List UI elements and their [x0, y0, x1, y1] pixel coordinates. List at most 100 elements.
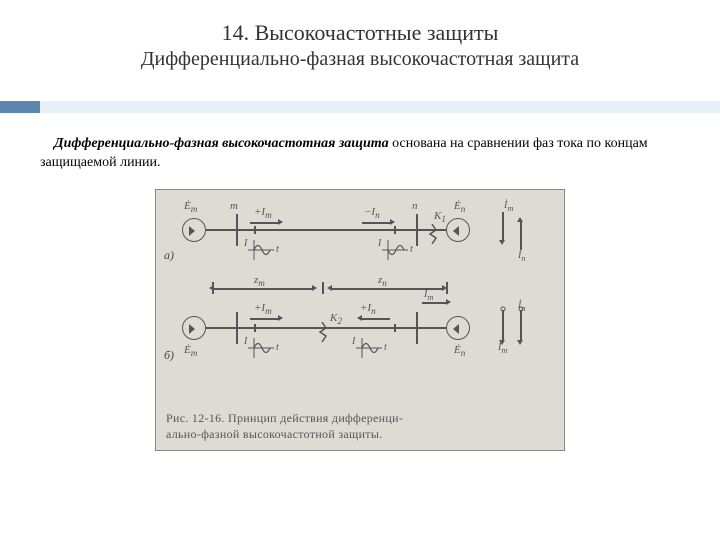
- label-k2: K2: [330, 312, 342, 326]
- lbl: Ė: [454, 200, 461, 212]
- label-minus-in-a: −In: [364, 206, 380, 220]
- lbl: n: [371, 306, 376, 316]
- lbl: −I: [364, 206, 375, 218]
- lbl-t: t: [276, 244, 279, 255]
- dim-zm: [214, 288, 312, 290]
- lbl: +I: [360, 302, 371, 314]
- label-plus-in-b: +In: [360, 302, 376, 316]
- lbl: n: [461, 204, 466, 214]
- label-k1: K1: [434, 210, 446, 224]
- wave-n-b: [356, 338, 382, 358]
- dim-tick: [446, 282, 448, 294]
- lbl-I: I: [244, 238, 247, 249]
- lbl: Ė: [184, 200, 191, 212]
- label-zm: zm: [254, 274, 265, 288]
- arrowhead: [278, 315, 283, 321]
- lbl: n: [521, 254, 525, 263]
- arrow-im-right: [422, 302, 446, 304]
- label-im-right: İm: [424, 289, 433, 302]
- lbl: m: [265, 306, 272, 316]
- lbl: m: [191, 204, 198, 214]
- label-plus-im-a: +Im: [254, 206, 272, 220]
- arrowhead: [278, 219, 283, 225]
- lbl-t: t: [276, 342, 279, 353]
- lbl: n: [375, 210, 380, 220]
- title-main: 14. Высокочастотные защиты: [40, 20, 680, 46]
- lbl-im-side: İm: [504, 200, 513, 213]
- figure-caption: Рис. 12-16. Принцип действия дифференци-…: [162, 406, 558, 444]
- ct-tick: [254, 324, 256, 332]
- arrowhead: [517, 340, 523, 345]
- lbl: n: [461, 348, 466, 358]
- ct-tick: [254, 226, 256, 234]
- lbl: m: [265, 210, 272, 220]
- vec: [502, 310, 504, 340]
- arrowhead: [327, 285, 332, 291]
- lbl: Ė: [454, 344, 461, 356]
- lbl-in-side: İn: [518, 250, 526, 263]
- source-m-a: [182, 218, 206, 242]
- lbl-I: I: [352, 336, 355, 347]
- lbl-im-side-b: İm: [498, 342, 507, 355]
- arrowhead: [312, 285, 317, 291]
- figure-wrap: a) Ėm m +Im −In n K1: [40, 189, 680, 451]
- wire: [416, 327, 446, 329]
- body-paragraph: Дифференциально-фазная высокочастотная з…: [40, 135, 680, 173]
- label-plus-im-b: +Im: [254, 302, 272, 316]
- arrow-in-b: [362, 318, 390, 320]
- dim-tick: [322, 282, 324, 294]
- lbl: +I: [254, 302, 265, 314]
- wave-n-a: [382, 240, 408, 260]
- lbl-t: t: [384, 342, 387, 353]
- arrowhead: [517, 217, 523, 222]
- lbl: +I: [254, 206, 265, 218]
- label-m-a: m: [230, 200, 238, 212]
- label-en-a: Ėn: [454, 200, 465, 214]
- source-n-a: [446, 218, 470, 242]
- dim-tick: [212, 282, 214, 294]
- divider-band: [0, 101, 720, 113]
- vec: [502, 212, 504, 240]
- para-lead: Дифференциально-фазная высокочастотная з…: [54, 136, 389, 151]
- wave-m-b: [248, 338, 274, 358]
- lbl-I: I: [378, 238, 381, 249]
- wire: [206, 229, 236, 231]
- row-b-label: б): [164, 348, 174, 363]
- lbl: n: [382, 278, 387, 288]
- row-a-label: a): [164, 248, 174, 263]
- cap-l1: Рис. 12-16. Принцип действия дифференци-: [166, 411, 403, 425]
- arrow-im-a: [250, 222, 278, 224]
- source-m-b: [182, 316, 206, 340]
- divider-accent: [0, 101, 40, 113]
- lbl-I: I: [244, 336, 247, 347]
- arrowhead: [390, 219, 395, 225]
- lbl: 1: [441, 214, 446, 224]
- lbl: m: [507, 204, 513, 213]
- wire: [206, 327, 236, 329]
- arrow-im-b: [250, 318, 278, 320]
- vec: [520, 222, 522, 250]
- arrowhead: [446, 299, 451, 305]
- figure-canvas: a) Ėm m +Im −In n K1: [162, 196, 558, 406]
- arrowhead: [357, 315, 362, 321]
- arrowhead: [499, 240, 505, 245]
- vec: [520, 310, 522, 340]
- lbl: m: [258, 278, 265, 288]
- arrow-in-a: [362, 222, 390, 224]
- lbl-t: t: [410, 244, 413, 255]
- label-em-a: Ėm: [184, 200, 197, 214]
- figure: a) Ėm m +Im −In n K1: [155, 189, 565, 451]
- label-n-a: n: [412, 200, 418, 212]
- lbl: 2: [337, 316, 342, 326]
- ct-tick: [394, 324, 396, 332]
- cap-l2: ально-фазной высокочастотной защиты.: [166, 427, 383, 441]
- lbl: m: [191, 348, 198, 358]
- ct-tick: [394, 226, 396, 234]
- lbl: Ė: [184, 344, 191, 356]
- fault-k1: [428, 224, 440, 244]
- label-en-b: Ėn: [454, 344, 465, 358]
- lbl: m: [427, 293, 433, 302]
- fault-k2: [318, 322, 330, 342]
- title-block: 14. Высокочастотные защиты Дифференциаль…: [40, 20, 680, 71]
- wave-m-a: [248, 240, 274, 260]
